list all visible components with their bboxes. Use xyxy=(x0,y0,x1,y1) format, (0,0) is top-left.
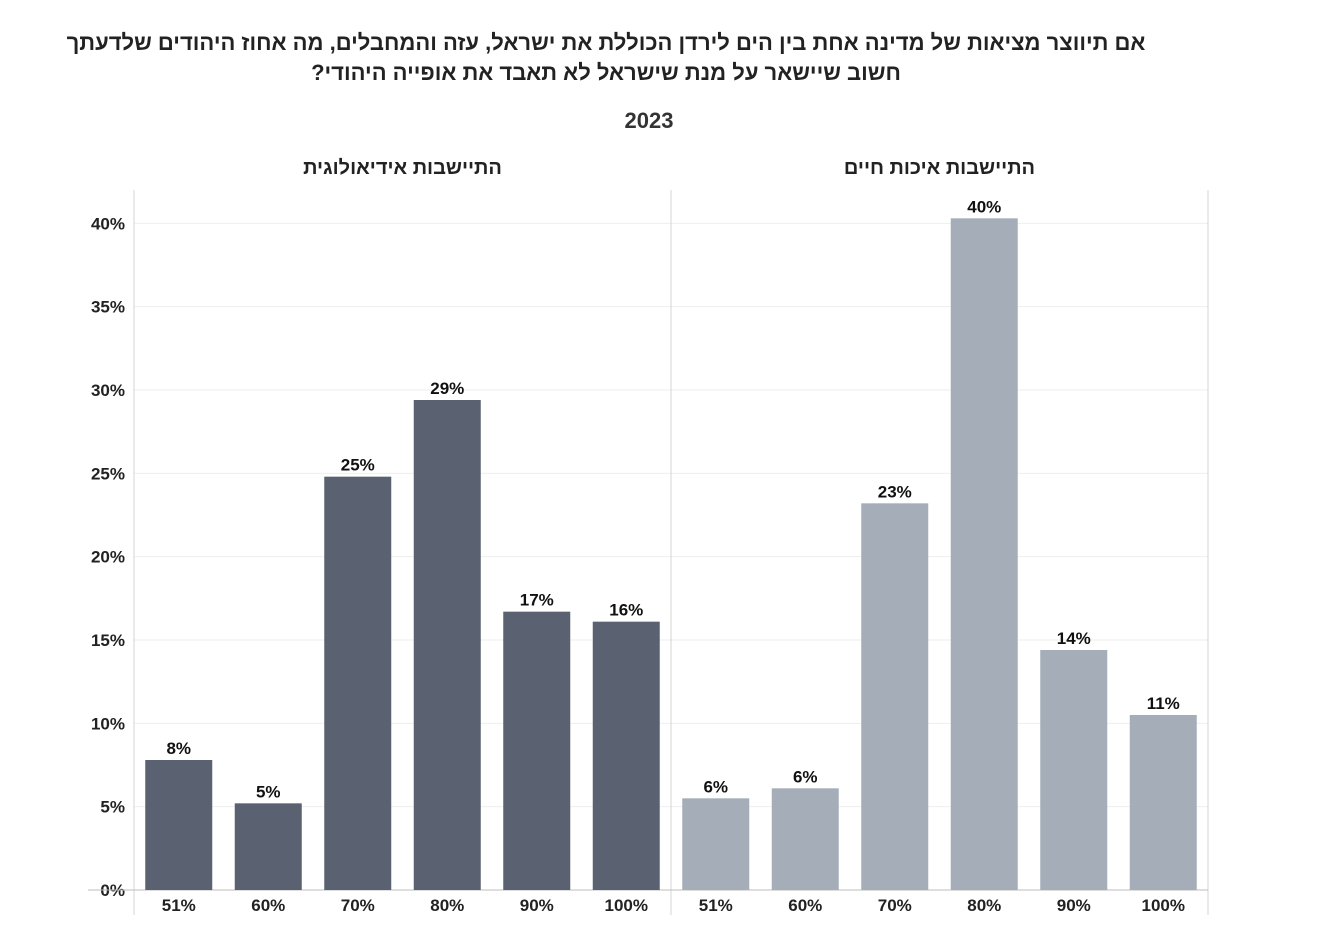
data-label-quality-1: 6% xyxy=(793,767,818,786)
bar-quality-0 xyxy=(682,798,750,890)
chart-title-line-2: חשוב שיישאר על מנת שישראל לא תאבד את אופ… xyxy=(311,60,901,85)
y-tick-label: 5% xyxy=(100,798,125,817)
x-tick-label-quality-2: 70% xyxy=(878,896,912,915)
chart-title: אם תיווצר מציאות של מדינה אחת בין הים לי… xyxy=(0,28,1212,88)
y-tick-label: 20% xyxy=(91,548,125,567)
chart-title-line-1: אם תיווצר מציאות של מדינה אחת בין הים לי… xyxy=(66,30,1146,55)
bar-ideological-1 xyxy=(234,803,302,890)
data-label-ideological-2: 25% xyxy=(341,456,375,475)
y-tick-label: 30% xyxy=(91,381,125,400)
y-tick-label: 35% xyxy=(91,298,125,317)
x-tick-label-ideological-5: 100% xyxy=(605,896,648,915)
bar-quality-2 xyxy=(861,503,929,890)
x-tick-label-ideological-4: 90% xyxy=(520,896,554,915)
data-label-ideological-3: 29% xyxy=(430,379,464,398)
x-tick-label-quality-0: 51% xyxy=(699,896,733,915)
data-label-ideological-5: 16% xyxy=(609,601,643,620)
data-label-ideological-1: 5% xyxy=(256,782,281,801)
panel-title-ideological: התיישבות אידיאולוגית xyxy=(303,157,502,179)
data-label-quality-0: 6% xyxy=(703,777,728,796)
y-tick-label: 40% xyxy=(91,214,125,233)
y-tick-label: 10% xyxy=(91,714,125,733)
bar-quality-5 xyxy=(1129,715,1197,890)
x-tick-label-ideological-1: 60% xyxy=(251,896,285,915)
bar-quality-1 xyxy=(771,788,839,890)
bar-quality-4 xyxy=(1040,650,1108,890)
data-label-ideological-0: 8% xyxy=(166,739,191,758)
x-tick-label-ideological-3: 80% xyxy=(430,896,464,915)
bar-ideological-2 xyxy=(324,476,392,890)
bar-ideological-0 xyxy=(145,760,213,890)
bar-ideological-3 xyxy=(413,400,481,890)
x-tick-label-quality-3: 80% xyxy=(967,896,1001,915)
x-tick-label-quality-4: 90% xyxy=(1057,896,1091,915)
data-label-quality-4: 14% xyxy=(1057,629,1091,648)
y-tick-label: 15% xyxy=(91,631,125,650)
x-tick-label-ideological-0: 51% xyxy=(162,896,196,915)
data-label-quality-5: 11% xyxy=(1147,694,1180,713)
panel-title-quality-of-life: התיישבות איכות חיים xyxy=(843,157,1036,179)
x-tick-label-quality-5: 100% xyxy=(1142,896,1185,915)
bar-quality-3 xyxy=(950,218,1018,891)
y-tick-label: 25% xyxy=(91,464,125,483)
chart-subtitle: 2023 xyxy=(624,108,674,133)
x-tick-label-quality-1: 60% xyxy=(788,896,822,915)
data-label-ideological-4: 17% xyxy=(520,591,554,610)
bar-ideological-5 xyxy=(592,621,660,890)
data-label-quality-2: 23% xyxy=(878,482,912,501)
data-label-quality-3: 40% xyxy=(967,197,1001,216)
x-tick-label-ideological-2: 70% xyxy=(341,896,375,915)
bar-ideological-4 xyxy=(503,611,571,890)
